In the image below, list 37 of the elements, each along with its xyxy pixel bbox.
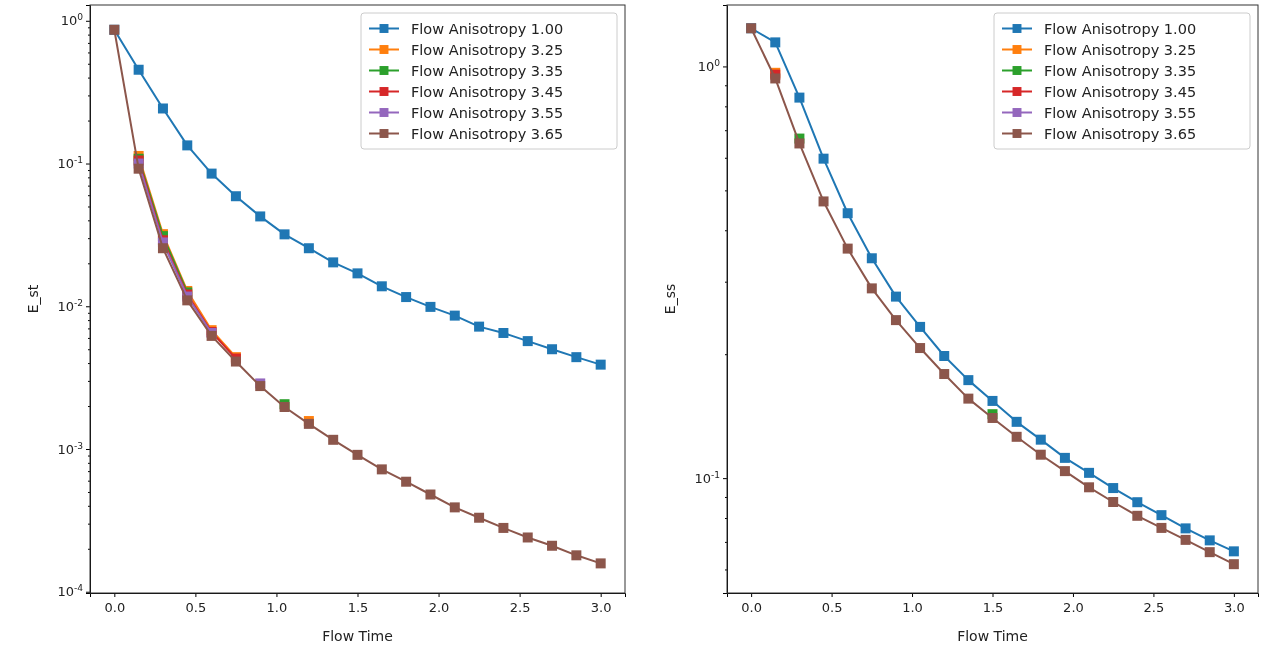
x-tick-label: 2.0 xyxy=(1063,599,1084,615)
y-tick-label: 10$^{-1}$ xyxy=(57,155,83,172)
legend-label: Flow Anisotropy 3.25 xyxy=(411,41,564,58)
x-tick-label: 2.0 xyxy=(428,599,450,615)
x-tick-label: 3.0 xyxy=(590,599,612,615)
x-axis-title: Flow Time xyxy=(322,628,393,644)
legend-label: Flow Anisotropy 1.00 xyxy=(411,20,564,37)
x-tick-label: 1.0 xyxy=(266,599,288,615)
legend-label: Flow Anisotropy 3.45 xyxy=(1044,83,1197,100)
legend-label: Flow Anisotropy 3.55 xyxy=(1044,104,1197,121)
y-axis-title: E_st xyxy=(25,284,41,314)
x-tick-label: 1.0 xyxy=(902,599,923,615)
x-tick-label: 0.0 xyxy=(741,599,762,615)
x-axis-title: Flow Time xyxy=(957,628,1028,644)
x-tick-label: 1.5 xyxy=(347,599,369,615)
legend-label: Flow Anisotropy 3.35 xyxy=(1044,62,1197,79)
x-tick-label: 0.5 xyxy=(821,599,843,615)
legend-label: Flow Anisotropy 3.35 xyxy=(411,62,564,79)
legend-label: Flow Anisotropy 3.65 xyxy=(411,125,564,142)
y-tick-label: 10$^{-4}$ xyxy=(57,583,84,600)
y-tick-label: 10$^{-1}$ xyxy=(694,469,720,486)
y-tick-label: 10$^{-2}$ xyxy=(57,297,83,314)
y-tick-label: 10$^{0}$ xyxy=(60,12,84,29)
legend-label: Flow Anisotropy 3.55 xyxy=(411,104,564,121)
x-tick-label: 1.5 xyxy=(982,599,1004,615)
legend-label: Flow Anisotropy 1.00 xyxy=(1044,20,1197,37)
y-tick-label: 10$^{-3}$ xyxy=(57,440,84,457)
x-tick-label: 2.5 xyxy=(1143,599,1165,615)
legend-label: Flow Anisotropy 3.45 xyxy=(411,83,564,100)
legend-label: Flow Anisotropy 3.65 xyxy=(1044,125,1197,142)
x-tick-label: 0.5 xyxy=(185,599,207,615)
x-tick-label: 0.0 xyxy=(104,599,126,615)
x-tick-label: 2.5 xyxy=(509,599,531,615)
y-axis-title: E_ss xyxy=(662,283,678,315)
x-tick-label: 3.0 xyxy=(1224,599,1245,615)
y-tick-label: 10$^{0}$ xyxy=(697,58,721,75)
legend-label: Flow Anisotropy 3.25 xyxy=(1044,41,1197,58)
